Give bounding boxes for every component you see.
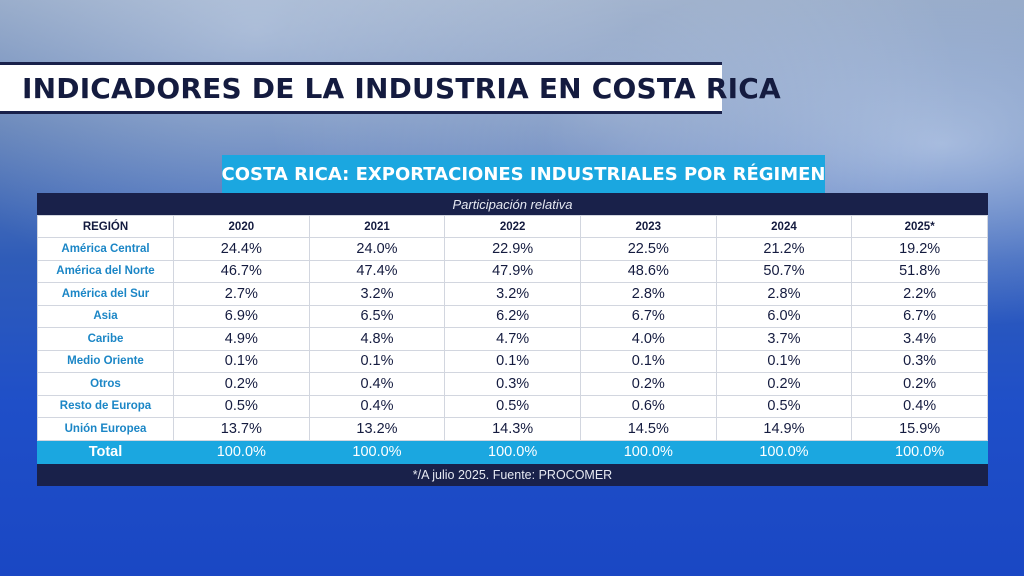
share-value: 6.0% <box>715 304 853 328</box>
share-value: 3.7% <box>715 327 853 351</box>
table-footnote: */A julio 2025. Fuente: PROCOMER <box>37 463 988 486</box>
share-value: 2.8% <box>579 282 717 306</box>
share-value: 24.4% <box>173 237 310 261</box>
region-label: América del Sur <box>37 282 174 306</box>
share-value: 50.7% <box>715 259 853 283</box>
table-title-bar: COSTA RICA: EXPORTACIONES INDUSTRIALES P… <box>222 155 825 193</box>
share-value: 3.4% <box>851 327 988 351</box>
share-value: 0.6% <box>579 394 717 418</box>
share-value: 0.5% <box>715 394 853 418</box>
share-value: 4.9% <box>173 327 310 351</box>
share-value: 14.9% <box>715 417 853 441</box>
region-label: Otros <box>37 372 174 396</box>
share-value: 22.5% <box>579 237 717 261</box>
share-value: 14.3% <box>444 417 581 441</box>
share-value: 48.6% <box>579 259 717 283</box>
column-header-year: 2023 <box>579 215 717 238</box>
share-value: 3.2% <box>444 282 581 306</box>
share-value: 0.4% <box>308 394 446 418</box>
total-value: 100.0% <box>579 439 717 464</box>
share-value: 2.2% <box>851 282 988 306</box>
table-title: COSTA RICA: EXPORTACIONES INDUSTRIALES P… <box>221 163 826 185</box>
share-value: 3.2% <box>308 282 446 306</box>
share-value: 6.7% <box>851 304 988 328</box>
table-row: Asia 6.9% 6.5% 6.2% 6.7% 6.0% 6.7% <box>37 304 988 328</box>
table-row: Medio Oriente 0.1% 0.1% 0.1% 0.1% 0.1% 0.3% <box>37 349 988 373</box>
exports-table-container: Participación relativa REGIÓN 2020 2021 202… <box>37 193 988 486</box>
share-value: 0.5% <box>444 394 581 418</box>
region-label: América del Norte <box>37 259 174 283</box>
region-label: Resto de Europa <box>37 394 174 418</box>
total-value: 100.0% <box>851 439 988 464</box>
share-value: 0.4% <box>851 394 988 418</box>
share-value: 0.1% <box>308 349 446 373</box>
column-header-year: 2021 <box>308 215 446 238</box>
table-row: América Central 24.4% 24.0% 22.9% 22.5% 21.2%… <box>37 237 988 261</box>
share-value: 0.2% <box>715 372 853 396</box>
share-value: 0.4% <box>308 372 446 396</box>
share-value: 0.2% <box>851 372 988 396</box>
share-value: 4.7% <box>444 327 581 351</box>
table-row: Caribe 4.9% 4.8% 4.7% 4.0% 3.7% 3.4% <box>37 327 988 351</box>
column-header-year: 2020 <box>173 215 310 238</box>
share-value: 6.7% <box>579 304 717 328</box>
share-value: 0.3% <box>851 349 988 373</box>
share-value: 46.7% <box>173 259 310 283</box>
region-label: Caribe <box>37 327 174 351</box>
table-row: América del Norte 46.7% 47.4% 47.9% 48.6% 50.… <box>37 259 988 283</box>
share-value: 0.5% <box>173 394 310 418</box>
share-value: 13.2% <box>308 417 446 441</box>
share-value: 19.2% <box>851 237 988 261</box>
column-header-year: 2024 <box>715 215 853 238</box>
share-value: 21.2% <box>715 237 853 261</box>
share-value: 51.8% <box>851 259 988 283</box>
region-label: Asia <box>37 304 174 328</box>
table-row: Resto de Europa 0.5% 0.4% 0.5% 0.6% 0.5% 0.4% <box>37 394 988 418</box>
share-value: 0.3% <box>444 372 581 396</box>
page-title: INDICADORES DE LA INDUSTRIA EN COSTA RIC… <box>22 71 781 105</box>
share-value: 0.1% <box>444 349 581 373</box>
region-label: Medio Oriente <box>37 349 174 373</box>
share-value: 2.8% <box>715 282 853 306</box>
table-header-row: REGIÓN 2020 2021 2022 2023 2024 2025* <box>37 215 988 238</box>
share-value: 13.7% <box>173 417 310 441</box>
total-value: 100.0% <box>715 439 853 464</box>
share-value: 0.2% <box>173 372 310 396</box>
exports-table: REGIÓN 2020 2021 2022 2023 2024 2025* América … <box>37 215 988 464</box>
share-value: 15.9% <box>851 417 988 441</box>
share-value: 14.5% <box>579 417 717 441</box>
region-label: Unión Europea <box>37 417 174 441</box>
share-value: 4.0% <box>579 327 717 351</box>
share-value: 6.9% <box>173 304 310 328</box>
total-value: 100.0% <box>308 439 446 464</box>
total-row: Total 100.0% 100.0% 100.0% 100.0% 100.0% 100.0… <box>37 439 988 464</box>
share-value: 0.2% <box>579 372 717 396</box>
total-value: 100.0% <box>444 439 581 464</box>
column-header-region: REGIÓN <box>37 215 174 238</box>
total-label: Total <box>37 439 174 464</box>
table-caption: Participación relativa <box>37 193 988 215</box>
region-label: América Central <box>37 237 174 261</box>
column-header-year: 2022 <box>444 215 581 238</box>
share-value: 0.1% <box>173 349 310 373</box>
page-title-banner: INDICADORES DE LA INDUSTRIA EN COSTA RIC… <box>0 62 781 114</box>
share-value: 22.9% <box>444 237 581 261</box>
table-row: América del Sur 2.7% 3.2% 3.2% 2.8% 2.8% 2.2% <box>37 282 988 306</box>
share-value: 6.5% <box>308 304 446 328</box>
share-value: 24.0% <box>308 237 446 261</box>
table-row: Unión Europea 13.7% 13.2% 14.3% 14.5% 14.9% 15… <box>37 417 988 441</box>
share-value: 47.9% <box>444 259 581 283</box>
share-value: 0.1% <box>579 349 717 373</box>
share-value: 4.8% <box>308 327 446 351</box>
share-value: 47.4% <box>308 259 446 283</box>
share-value: 6.2% <box>444 304 581 328</box>
column-header-year: 2025* <box>851 215 988 238</box>
share-value: 2.7% <box>173 282 310 306</box>
table-row: Otros 0.2% 0.4% 0.3% 0.2% 0.2% 0.2% <box>37 372 988 396</box>
share-value: 0.1% <box>715 349 853 373</box>
total-value: 100.0% <box>173 439 310 464</box>
